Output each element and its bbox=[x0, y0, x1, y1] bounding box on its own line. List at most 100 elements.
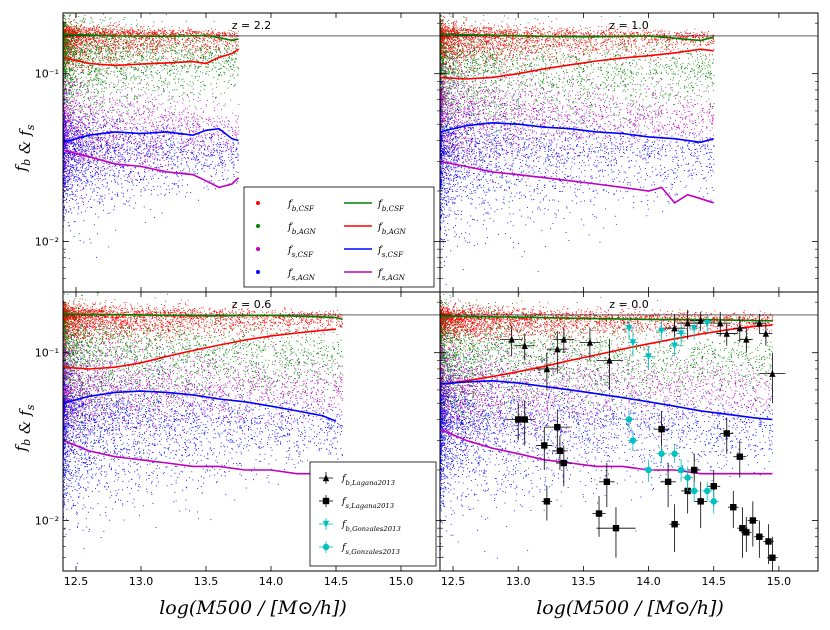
cloud-point bbox=[224, 72, 225, 73]
cloud-point bbox=[73, 53, 74, 54]
cloud-point bbox=[67, 113, 68, 114]
cloud-point bbox=[177, 89, 178, 90]
cloud-point bbox=[145, 102, 146, 103]
cloud-point bbox=[101, 74, 102, 75]
cloud-point bbox=[73, 81, 74, 82]
cloud-point bbox=[74, 32, 75, 33]
cloud-point bbox=[86, 104, 87, 105]
cloud-point bbox=[152, 34, 153, 35]
cloud-point bbox=[161, 94, 162, 95]
cloud-point bbox=[114, 60, 115, 61]
cloud-point bbox=[69, 47, 70, 48]
cloud-point bbox=[159, 80, 160, 81]
cloud-point bbox=[163, 82, 164, 83]
cloud-point bbox=[128, 51, 129, 52]
cloud-point bbox=[73, 148, 74, 149]
cloud-point bbox=[124, 59, 125, 60]
cloud-point bbox=[90, 72, 91, 73]
cloud-point bbox=[92, 159, 93, 160]
cloud-point bbox=[180, 74, 181, 75]
cloud-point bbox=[82, 52, 83, 53]
cloud-point bbox=[136, 33, 137, 34]
cloud-point bbox=[196, 39, 197, 40]
cloud-point bbox=[163, 50, 164, 51]
cloud-point bbox=[67, 54, 68, 55]
cloud-point bbox=[128, 60, 129, 61]
cloud-point bbox=[66, 25, 67, 26]
cloud-point bbox=[71, 93, 72, 94]
cloud-point bbox=[68, 123, 69, 124]
cloud-point bbox=[66, 85, 67, 86]
cloud-point bbox=[131, 41, 132, 42]
cloud-point bbox=[114, 59, 115, 60]
cloud-point bbox=[110, 25, 111, 26]
cloud-point bbox=[115, 49, 116, 50]
cloud-point bbox=[83, 52, 84, 53]
cloud-point bbox=[237, 75, 238, 76]
cloud-point bbox=[189, 65, 190, 66]
cloud-point bbox=[165, 80, 166, 81]
cloud-point bbox=[160, 77, 161, 78]
cloud-point bbox=[139, 41, 140, 42]
cloud-point bbox=[71, 57, 72, 58]
cloud-point bbox=[97, 33, 98, 34]
cloud-point bbox=[237, 74, 238, 75]
cloud-point bbox=[70, 69, 71, 70]
cloud-point bbox=[108, 142, 109, 143]
cloud-point bbox=[84, 106, 85, 107]
cloud-point bbox=[121, 41, 122, 42]
cloud-point bbox=[71, 135, 72, 136]
cloud-point bbox=[170, 51, 171, 52]
cloud-point bbox=[92, 84, 93, 85]
cloud-point bbox=[157, 60, 158, 61]
cloud-point bbox=[224, 49, 225, 50]
cloud-point bbox=[68, 22, 69, 23]
cloud-point bbox=[145, 42, 146, 43]
cloud-point bbox=[87, 44, 88, 45]
cloud-point bbox=[130, 60, 131, 61]
cloud-point bbox=[117, 77, 118, 78]
cloud-point bbox=[113, 59, 114, 60]
cloud-point bbox=[195, 106, 196, 107]
cloud-point bbox=[75, 63, 76, 64]
cloud-point bbox=[80, 59, 81, 60]
cloud-point bbox=[147, 98, 148, 99]
cloud-point bbox=[88, 57, 89, 58]
cloud-point bbox=[70, 78, 71, 79]
cloud-point bbox=[141, 89, 142, 90]
cloud-point bbox=[137, 48, 138, 49]
cloud-point bbox=[177, 32, 178, 33]
cloud-point bbox=[196, 32, 197, 33]
cloud-point bbox=[80, 31, 81, 32]
cloud-point bbox=[160, 41, 161, 42]
cloud-point bbox=[190, 138, 191, 139]
cloud-point bbox=[66, 101, 67, 102]
cloud-point bbox=[107, 44, 108, 45]
cloud-point bbox=[203, 56, 204, 57]
cloud-point bbox=[96, 89, 97, 90]
cloud-point bbox=[119, 48, 120, 49]
cloud-point bbox=[209, 58, 210, 59]
cloud-point bbox=[104, 135, 105, 136]
cloud-point bbox=[106, 78, 107, 79]
cloud-point bbox=[135, 55, 136, 56]
cloud-point bbox=[205, 53, 206, 54]
cloud-point bbox=[69, 37, 70, 38]
cloud-point bbox=[124, 27, 125, 28]
cloud-point bbox=[175, 50, 176, 51]
cloud-point bbox=[205, 58, 206, 59]
cloud-point bbox=[193, 37, 194, 38]
cloud-point bbox=[106, 44, 107, 45]
cloud-point bbox=[78, 63, 79, 64]
cloud-point bbox=[155, 72, 156, 73]
cloud-point bbox=[135, 44, 136, 45]
cloud-point bbox=[90, 39, 91, 40]
cloud-point bbox=[199, 129, 200, 130]
cloud-point bbox=[85, 37, 86, 38]
cloud-point bbox=[135, 62, 136, 63]
cloud-point bbox=[164, 30, 165, 31]
cloud-point bbox=[167, 33, 168, 34]
cloud-point bbox=[94, 109, 95, 110]
cloud-point bbox=[143, 152, 144, 153]
cloud-point bbox=[70, 22, 71, 23]
